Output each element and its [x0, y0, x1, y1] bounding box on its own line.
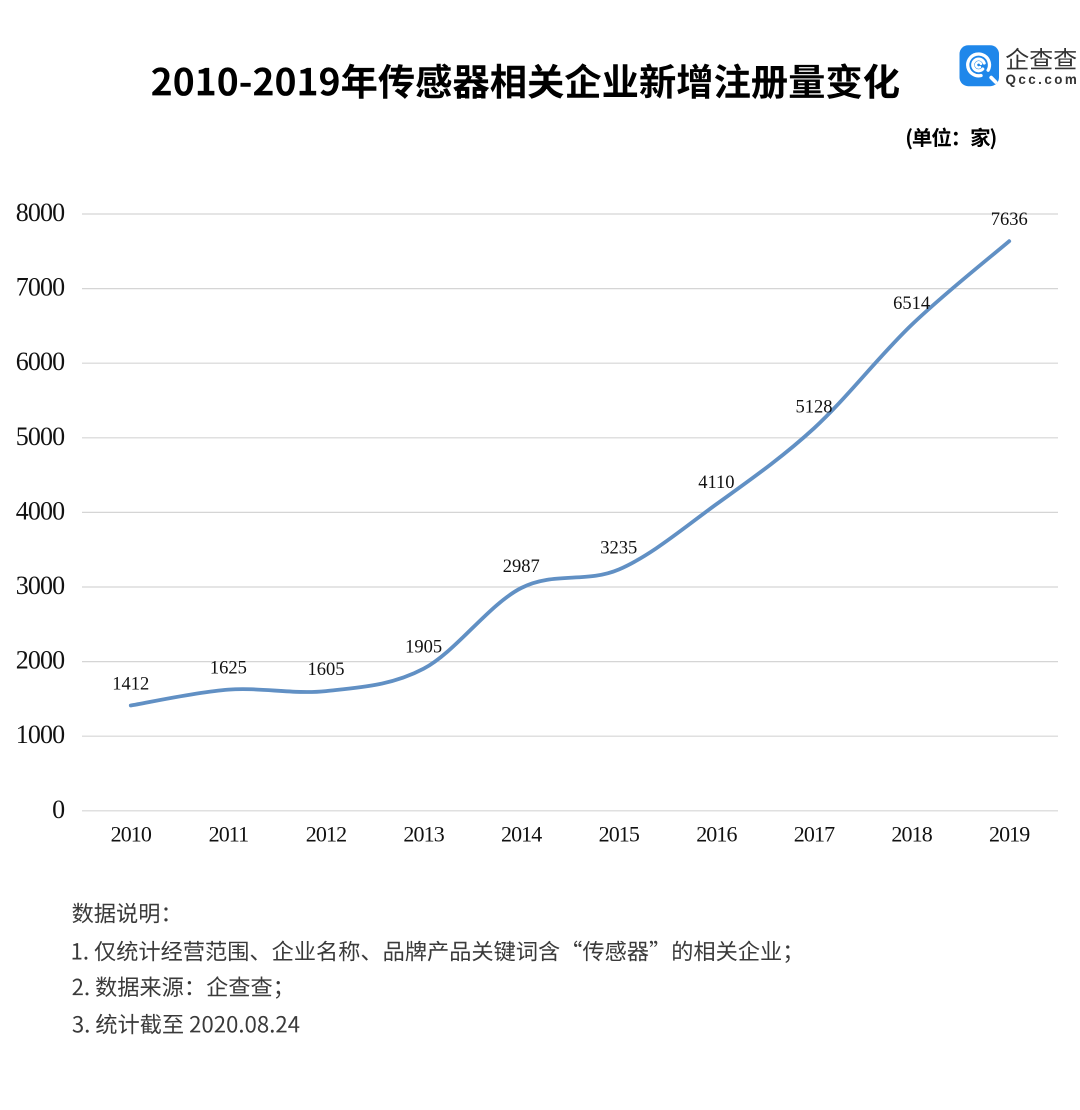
svg-text:2017: 2017: [794, 822, 835, 847]
svg-text:5000: 5000: [16, 422, 65, 451]
svg-text:7000: 7000: [16, 273, 65, 302]
svg-text:5128: 5128: [796, 397, 833, 417]
svg-text:2019: 2019: [989, 822, 1030, 847]
svg-text:6514: 6514: [893, 294, 930, 314]
svg-text:3235: 3235: [600, 539, 637, 559]
svg-text:1605: 1605: [308, 660, 345, 680]
svg-text:0: 0: [52, 795, 65, 824]
svg-text:1905: 1905: [405, 638, 442, 658]
svg-text:6000: 6000: [16, 347, 65, 376]
svg-text:Qcc.com: Qcc.com: [1006, 72, 1080, 87]
svg-text:4110: 4110: [698, 473, 734, 493]
svg-text:2010: 2010: [111, 822, 152, 847]
svg-text:1000: 1000: [16, 720, 65, 749]
svg-text:3000: 3000: [16, 571, 65, 600]
svg-text:2016: 2016: [696, 822, 737, 847]
svg-text:2018: 2018: [891, 822, 932, 847]
svg-text:2013: 2013: [403, 822, 444, 847]
svg-text:4000: 4000: [16, 496, 65, 525]
svg-text:2012: 2012: [306, 822, 346, 847]
svg-text:2014: 2014: [501, 822, 542, 847]
svg-text:7636: 7636: [991, 210, 1028, 230]
svg-text:1625: 1625: [210, 659, 247, 679]
svg-text:8000: 8000: [16, 198, 65, 227]
svg-text:1412: 1412: [112, 675, 149, 695]
svg-text:2015: 2015: [599, 822, 640, 847]
svg-text:2000: 2000: [16, 646, 65, 675]
svg-text:2987: 2987: [503, 557, 540, 577]
svg-text:2011: 2011: [209, 822, 249, 847]
